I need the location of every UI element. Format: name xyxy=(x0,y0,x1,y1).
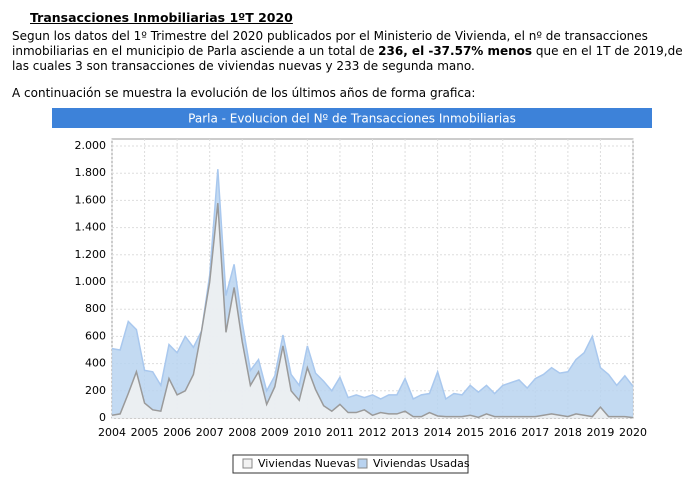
bold-text: 236, el -37.57% menos xyxy=(378,44,533,58)
x-tick-label: 2020 xyxy=(619,426,647,439)
heading: Transacciones Inmobiliarias 1ºT 2020 xyxy=(30,10,293,25)
x-tick-label: 2004 xyxy=(98,426,126,439)
x-tick-label: 2010 xyxy=(293,426,321,439)
chart-title-bar xyxy=(52,108,652,128)
x-tick-label: 2016 xyxy=(489,426,517,439)
y-tick-label: 1.000 xyxy=(75,275,107,288)
paragraph: Segun los datos del 1º Trimestre del 202… xyxy=(12,29,692,74)
series-line xyxy=(111,203,634,419)
text: Segun los datos del 1º Trimestre del 202… xyxy=(12,29,648,58)
y-tick-label: 1.200 xyxy=(75,248,107,261)
x-tick-label: 2009 xyxy=(261,426,289,439)
y-tick-label: 800 xyxy=(85,302,106,315)
series-line xyxy=(111,169,634,401)
document: Transacciones Inmobiliarias 1ºT 2020 Seg… xyxy=(12,10,692,113)
x-tick-label: 2018 xyxy=(554,426,582,439)
y-tick-label: 0 xyxy=(99,411,106,424)
x-tick-label: 2017 xyxy=(521,426,549,439)
x-tick-label: 2013 xyxy=(391,426,419,439)
x-tick-label: 2008 xyxy=(228,426,256,439)
x-tick-label: 2015 xyxy=(456,426,484,439)
paragraph: A continuación se muestra la evolución d… xyxy=(12,86,476,100)
legend-label: Viviendas Nuevas xyxy=(258,457,356,470)
y-tick-label: 1.800 xyxy=(75,166,107,179)
y-tick-label: 1.400 xyxy=(75,221,107,234)
legend xyxy=(232,454,469,474)
legend-swatch xyxy=(357,458,368,469)
area-fill xyxy=(112,203,633,418)
chart-title: Parla - Evolucion del Nº de Transaccione… xyxy=(188,112,516,126)
text: que en el 1T de 2019,de las cuales 3 son… xyxy=(12,44,683,73)
x-tick-label: 2006 xyxy=(163,426,191,439)
y-tick-label: 1.600 xyxy=(75,193,107,206)
x-tick-label: 2019 xyxy=(586,426,614,439)
y-tick-label: 200 xyxy=(85,384,106,397)
x-tick-label: 2011 xyxy=(326,426,354,439)
legend-label: Viviendas Usadas xyxy=(373,457,470,470)
x-tick-label: 2005 xyxy=(131,426,159,439)
x-tick-label: 2007 xyxy=(196,426,224,439)
legend-swatch xyxy=(242,458,253,469)
y-tick-label: 600 xyxy=(85,329,106,342)
y-tick-label: 2.000 xyxy=(75,139,107,152)
x-tick-label: 2012 xyxy=(359,426,387,439)
y-tick-label: 400 xyxy=(85,357,106,370)
x-tick-label: 2014 xyxy=(424,426,452,439)
